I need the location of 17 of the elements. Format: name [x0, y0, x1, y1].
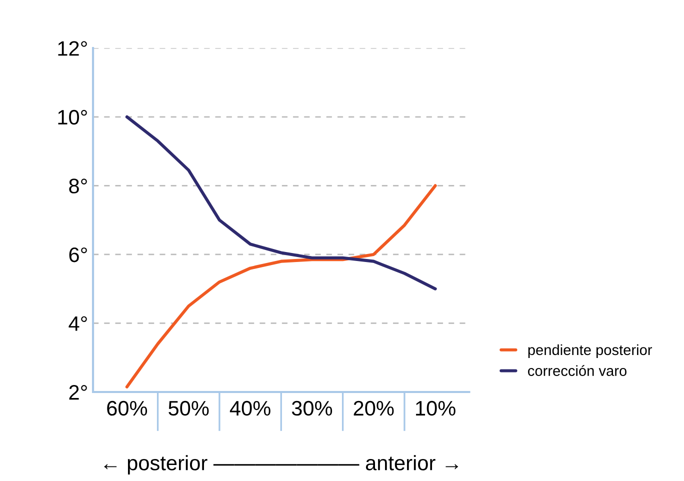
y-tick-label: 8° [69, 178, 87, 194]
x-tick-label: 20% [354, 400, 394, 416]
y-tick-label: 2° [69, 385, 87, 400]
x-axis-title: ← posterior ——————— anterior → [104, 455, 458, 474]
y-tick-label: 4° [68, 316, 87, 331]
x-tick-label: 10% [416, 400, 456, 416]
y-tick-label: 10° [58, 110, 87, 125]
line-series [125, 115, 437, 290]
legend-label: pendiente posterior [528, 344, 652, 358]
x-tick-label: 60% [107, 400, 148, 416]
x-tick-label: 50% [168, 400, 209, 416]
y-tick-label: 12° [58, 41, 87, 56]
y-tick-label: 6° [69, 247, 87, 262]
line-series [125, 184, 437, 388]
legend-label: corrección varo [528, 365, 626, 376]
x-tick-label: 30% [292, 400, 332, 416]
x-tick-label: 40% [230, 400, 270, 416]
